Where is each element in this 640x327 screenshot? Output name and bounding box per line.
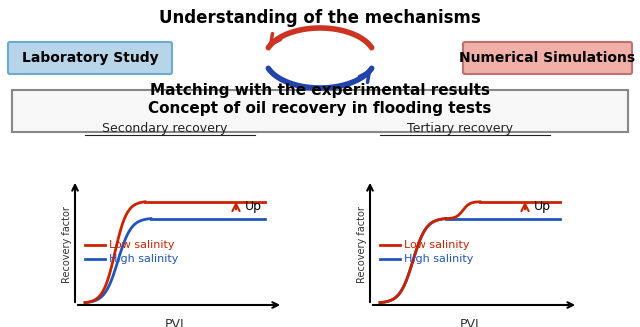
Text: PVI: PVI: [460, 318, 480, 327]
Text: Matching with the experimental results: Matching with the experimental results: [150, 83, 490, 98]
Text: Numerical Simulations: Numerical Simulations: [459, 51, 635, 65]
Text: Understanding of the mechanisms: Understanding of the mechanisms: [159, 9, 481, 27]
Text: High salinity: High salinity: [109, 254, 179, 264]
Text: Secondary recovery: Secondary recovery: [102, 122, 228, 135]
Text: Low salinity: Low salinity: [109, 240, 175, 250]
Text: Recovery factor: Recovery factor: [357, 207, 367, 284]
Text: Laboratory Study: Laboratory Study: [22, 51, 158, 65]
FancyBboxPatch shape: [12, 90, 628, 132]
FancyBboxPatch shape: [8, 42, 172, 74]
Text: Recovery factor: Recovery factor: [62, 207, 72, 284]
Text: Up: Up: [245, 200, 262, 213]
FancyBboxPatch shape: [463, 42, 632, 74]
Text: Up: Up: [534, 200, 551, 213]
Text: Low salinity: Low salinity: [404, 240, 470, 250]
Text: PVI: PVI: [165, 318, 185, 327]
Text: Tertiary recovery: Tertiary recovery: [407, 122, 513, 135]
Text: High salinity: High salinity: [404, 254, 474, 264]
Text: Concept of oil recovery in flooding tests: Concept of oil recovery in flooding test…: [148, 101, 492, 116]
